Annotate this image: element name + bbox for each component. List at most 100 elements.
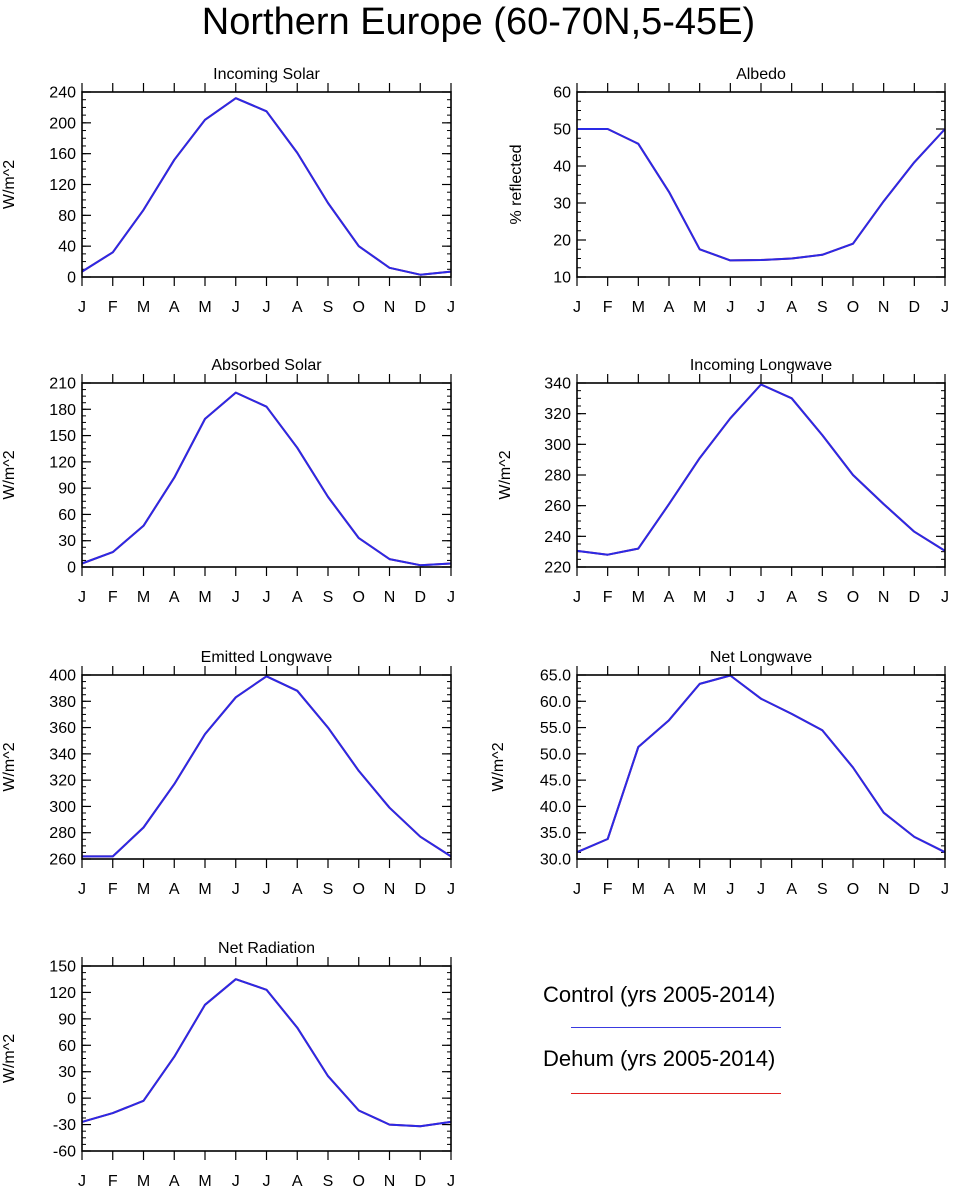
y-tick-label: 220 [544, 560, 571, 577]
x-tick-label: S [817, 881, 828, 898]
data-point [112, 252, 114, 254]
x-tick-label: S [323, 299, 334, 316]
series-line-control [81, 978, 452, 1128]
x-tick-label: S [323, 1173, 334, 1187]
data-point [607, 838, 609, 840]
data-point [327, 1075, 329, 1077]
legend-line-control [571, 1027, 781, 1028]
data-point [296, 152, 298, 154]
data-point [883, 812, 885, 814]
data-point [112, 1112, 114, 1114]
x-tick-label: O [353, 589, 365, 606]
data-point [638, 746, 640, 748]
data-point [419, 564, 421, 566]
data-point [266, 110, 268, 112]
data-point [419, 1126, 421, 1128]
x-tick-label: J [232, 881, 240, 898]
y-tick-label: 50.0 [540, 746, 571, 763]
x-tick-label: J [447, 1173, 455, 1187]
x-tick-label: M [693, 299, 706, 316]
x-tick-label: S [323, 589, 334, 606]
y-tick-label: 300 [544, 437, 571, 454]
x-tick-label: N [878, 881, 890, 898]
y-tick-label: 55.0 [540, 720, 571, 737]
y-tick-label: 30 [58, 1064, 76, 1081]
chart-title: Incoming Longwave [690, 357, 832, 374]
x-tick-label: J [263, 589, 271, 606]
x-tick-label: S [323, 881, 334, 898]
x-tick-label: O [847, 299, 859, 316]
data-point [760, 384, 762, 386]
data-point [296, 1027, 298, 1029]
data-point [760, 698, 762, 700]
y-tick-label: 240 [49, 85, 76, 102]
data-point [852, 243, 854, 245]
y-tick-label: 90 [58, 481, 76, 498]
data-point [791, 258, 793, 260]
x-tick-label: M [693, 881, 706, 898]
data-point [607, 554, 609, 556]
data-point [358, 537, 360, 539]
data-point [358, 245, 360, 247]
x-tick-label: J [232, 589, 240, 606]
y-tick-label: 20 [553, 233, 571, 250]
x-tick-label: F [108, 589, 118, 606]
x-tick-label: A [664, 881, 675, 898]
chart-title: Albedo [736, 66, 786, 83]
data-point [389, 807, 391, 809]
x-tick-label: J [757, 589, 765, 606]
x-tick-label: M [137, 299, 150, 316]
x-tick-label: A [786, 299, 797, 316]
x-tick-label: S [817, 299, 828, 316]
x-tick-label: J [263, 1173, 271, 1187]
y-axis-label: W/m^2 [497, 450, 514, 499]
data-point [699, 457, 701, 459]
data-point [143, 827, 145, 829]
y-tick-label: 30 [58, 533, 76, 550]
x-tick-label: J [232, 299, 240, 316]
y-tick-label: 40.0 [540, 799, 571, 816]
y-tick-label: 320 [49, 773, 76, 790]
y-tick-label: 280 [49, 825, 76, 842]
y-axis-label: W/m^2 [1, 450, 18, 499]
x-tick-label: J [757, 881, 765, 898]
y-tick-label: 210 [49, 376, 76, 393]
y-tick-label: 150 [49, 959, 76, 976]
data-point [822, 434, 824, 436]
data-point [419, 836, 421, 838]
x-tick-label: J [941, 299, 949, 316]
data-point [327, 727, 329, 729]
y-tick-label: 60.0 [540, 694, 571, 711]
data-point [822, 254, 824, 256]
data-point [668, 503, 670, 505]
data-point [173, 1056, 175, 1058]
data-point [914, 162, 916, 164]
x-tick-label: J [78, 1173, 86, 1187]
data-point [638, 143, 640, 145]
y-tick-label: 200 [49, 115, 76, 132]
x-tick-label: M [198, 589, 211, 606]
plot-frame [81, 91, 452, 278]
y-tick-label: 380 [49, 694, 76, 711]
data-point [266, 989, 268, 991]
x-tick-label: A [786, 881, 797, 898]
chart-panel-3: Absorbed Solar W/m^2 0 30 60 90 120 150 180 210 J F… [1, 357, 455, 606]
plot-frame [81, 674, 452, 860]
data-point [791, 398, 793, 400]
data-point [143, 209, 145, 211]
data-point [112, 856, 114, 858]
series-line-control [82, 675, 452, 858]
x-tick-label: D [414, 299, 426, 316]
x-tick-label: F [603, 299, 613, 316]
chart-panel-5: Emitted Longwave W/m^2 260 280 300 320 340 360 3… [1, 649, 455, 898]
data-point [822, 729, 824, 731]
y-tick-label: 280 [544, 468, 571, 485]
x-tick-label: F [108, 881, 118, 898]
x-tick-label: J [573, 299, 581, 316]
x-tick-label: S [817, 589, 828, 606]
data-point [389, 267, 391, 269]
x-tick-label: J [573, 881, 581, 898]
data-point [204, 119, 206, 121]
y-tick-label: 150 [49, 428, 76, 445]
series-line-control [576, 383, 946, 556]
